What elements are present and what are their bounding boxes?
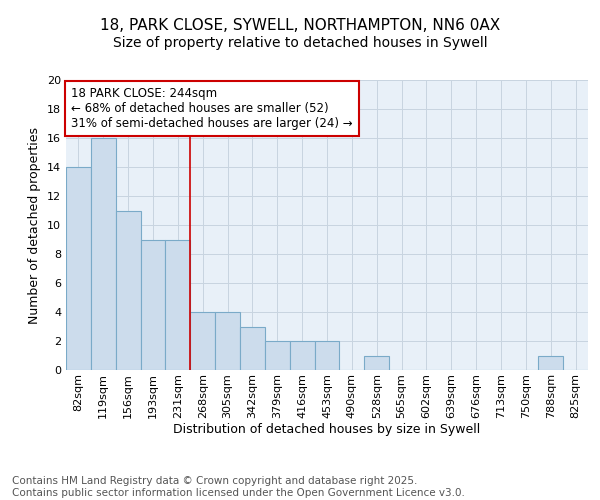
Bar bbox=[66, 167, 91, 370]
Bar bbox=[290, 341, 314, 370]
Bar bbox=[166, 240, 190, 370]
Bar bbox=[538, 356, 563, 370]
Bar bbox=[140, 240, 166, 370]
Text: 18 PARK CLOSE: 244sqm
← 68% of detached houses are smaller (52)
31% of semi-deta: 18 PARK CLOSE: 244sqm ← 68% of detached … bbox=[71, 87, 353, 130]
Bar bbox=[91, 138, 116, 370]
Text: 18, PARK CLOSE, SYWELL, NORTHAMPTON, NN6 0AX: 18, PARK CLOSE, SYWELL, NORTHAMPTON, NN6… bbox=[100, 18, 500, 32]
Bar bbox=[364, 356, 389, 370]
Bar bbox=[116, 210, 140, 370]
Bar bbox=[190, 312, 215, 370]
X-axis label: Distribution of detached houses by size in Sywell: Distribution of detached houses by size … bbox=[173, 424, 481, 436]
Text: Size of property relative to detached houses in Sywell: Size of property relative to detached ho… bbox=[113, 36, 487, 50]
Bar bbox=[314, 341, 340, 370]
Bar bbox=[240, 326, 265, 370]
Bar bbox=[215, 312, 240, 370]
Bar bbox=[265, 341, 290, 370]
Y-axis label: Number of detached properties: Number of detached properties bbox=[28, 126, 41, 324]
Text: Contains HM Land Registry data © Crown copyright and database right 2025.
Contai: Contains HM Land Registry data © Crown c… bbox=[12, 476, 465, 498]
